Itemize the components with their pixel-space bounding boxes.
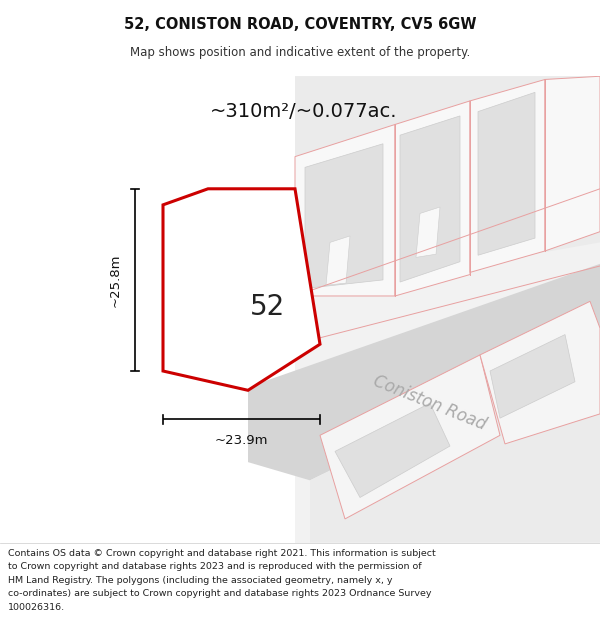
Polygon shape <box>295 76 600 296</box>
Text: 52: 52 <box>250 292 286 321</box>
Polygon shape <box>320 355 500 519</box>
Polygon shape <box>310 339 600 542</box>
Polygon shape <box>326 236 350 285</box>
Polygon shape <box>335 403 450 498</box>
Text: Contains OS data © Crown copyright and database right 2021. This information is : Contains OS data © Crown copyright and d… <box>8 549 436 558</box>
Polygon shape <box>400 116 460 282</box>
Polygon shape <box>295 76 600 542</box>
Polygon shape <box>395 101 470 296</box>
Polygon shape <box>218 194 294 334</box>
Text: co-ordinates) are subject to Crown copyright and database rights 2023 Ordnance S: co-ordinates) are subject to Crown copyr… <box>8 589 431 598</box>
Polygon shape <box>295 124 395 296</box>
Text: ~25.8m: ~25.8m <box>109 253 121 307</box>
Polygon shape <box>416 207 440 258</box>
Text: to Crown copyright and database rights 2023 and is reproduced with the permissio: to Crown copyright and database rights 2… <box>8 562 422 571</box>
Polygon shape <box>490 334 575 418</box>
Polygon shape <box>305 144 383 289</box>
Text: 100026316.: 100026316. <box>8 603 65 612</box>
Text: ~23.9m: ~23.9m <box>215 434 268 447</box>
Polygon shape <box>478 92 535 255</box>
Text: ~310m²/~0.077ac.: ~310m²/~0.077ac. <box>210 102 398 121</box>
Text: HM Land Registry. The polygons (including the associated geometry, namely x, y: HM Land Registry. The polygons (includin… <box>8 576 392 585</box>
Text: 52, CONISTON ROAD, COVENTRY, CV5 6GW: 52, CONISTON ROAD, COVENTRY, CV5 6GW <box>124 17 476 32</box>
Polygon shape <box>545 76 600 251</box>
Polygon shape <box>470 79 545 272</box>
Text: Coniston Road: Coniston Road <box>371 372 489 434</box>
Polygon shape <box>248 264 600 481</box>
Text: Map shows position and indicative extent of the property.: Map shows position and indicative extent… <box>130 46 470 59</box>
Polygon shape <box>163 189 320 390</box>
Polygon shape <box>480 301 600 444</box>
